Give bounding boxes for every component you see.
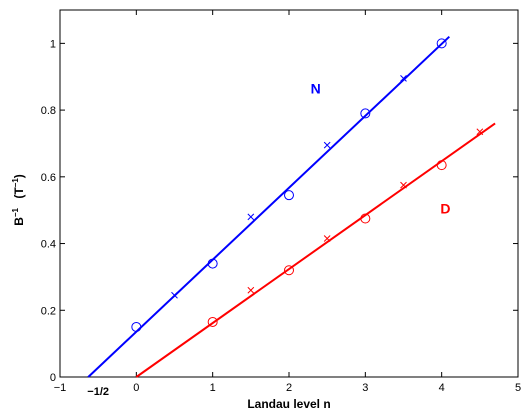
series-d-circle-point [436, 160, 447, 171]
x-tick-label: 1 [210, 382, 216, 394]
y-tick-label: 0.4 [41, 239, 56, 251]
marks-layer [87, 35, 496, 378]
annotation-half: −1/2 [87, 386, 109, 398]
series-d-circle-point [284, 265, 294, 276]
series-n-circle-point [436, 38, 447, 49]
plot-area-frame [59, 9, 519, 378]
x-axis-label: Landau level n [247, 397, 330, 411]
x-tick-label: 0 [133, 382, 139, 394]
series-n-circle-point [207, 258, 218, 269]
series-d-cross-point [476, 128, 484, 136]
series-n-label: N [311, 80, 321, 96]
y-label-unit-exp: −1 [11, 178, 20, 188]
x-tick-label: 5 [515, 382, 521, 394]
y-tick-label: 0.8 [41, 105, 56, 117]
y-label-b-exp: −1 [11, 207, 20, 217]
y-tick-label: 0.2 [41, 305, 56, 317]
x-tick-label: 2 [286, 382, 292, 394]
series-n-circle-point [284, 190, 294, 201]
series-d-circle-point [360, 213, 371, 224]
series-n-cross-point [247, 213, 255, 221]
y-axis-label: B−1 (T−1) [11, 174, 26, 226]
y-label-b: B [12, 217, 26, 226]
series-n-cross-point [171, 291, 178, 299]
labels-layer: −1 0 1 2 3 4 500.20.40.60.81−1/2ND [41, 38, 521, 398]
series-d-cross-point [247, 286, 255, 294]
y-label-unit-close: ) [12, 174, 26, 178]
y-tick-label: 0.6 [41, 172, 56, 184]
ticks-layer [59, 10, 519, 378]
x-tick-label: 4 [439, 382, 445, 394]
series-n-cross-point [400, 75, 407, 82]
series-n-circle-point [131, 321, 142, 332]
y-label-unit-open: (T [12, 187, 26, 199]
series-d-circle-point [207, 316, 218, 327]
series-n-fit-line [87, 35, 450, 378]
x-tick-label: 3 [362, 382, 368, 394]
svg-text:B−1 (T−1): B−1 (T−1) [11, 174, 26, 226]
series-n-circle-point [360, 108, 371, 119]
series-d-cross-point [323, 235, 331, 242]
series-d-fit-line [135, 122, 496, 378]
x-tick-label: −1 [54, 382, 67, 394]
y-tick-label: 1 [50, 38, 56, 50]
series-d-label: D [440, 201, 450, 217]
y-tick-label: 0 [50, 372, 56, 384]
series-n-cross-point [323, 141, 331, 149]
series-d-cross-point [400, 181, 407, 189]
